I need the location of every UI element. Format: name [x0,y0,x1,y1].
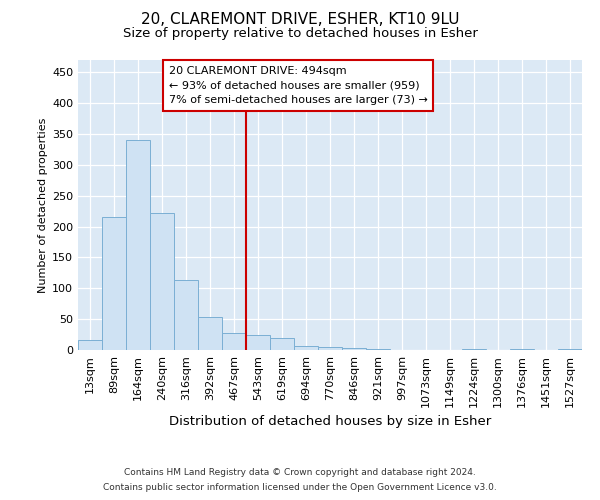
Bar [294,346,318,350]
Bar [150,213,174,350]
Bar [342,348,366,350]
Bar [198,318,222,350]
Text: 20 CLAREMONT DRIVE: 494sqm
← 93% of detached houses are smaller (959)
7% of semi: 20 CLAREMONT DRIVE: 494sqm ← 93% of deta… [169,66,428,106]
Bar [174,280,198,350]
Text: 20, CLAREMONT DRIVE, ESHER, KT10 9LU: 20, CLAREMONT DRIVE, ESHER, KT10 9LU [141,12,459,28]
Bar [246,334,270,350]
Bar [270,338,294,350]
Bar [102,218,126,350]
Bar [510,349,534,350]
Bar [222,334,246,350]
Bar [126,140,150,350]
Bar [78,340,102,350]
Bar [318,347,342,350]
Bar [366,349,390,350]
X-axis label: Distribution of detached houses by size in Esher: Distribution of detached houses by size … [169,416,491,428]
Text: Size of property relative to detached houses in Esher: Size of property relative to detached ho… [122,28,478,40]
Bar [558,349,582,350]
Y-axis label: Number of detached properties: Number of detached properties [38,118,48,292]
Bar [462,349,486,350]
Text: Contains public sector information licensed under the Open Government Licence v3: Contains public sector information licen… [103,483,497,492]
Text: Contains HM Land Registry data © Crown copyright and database right 2024.: Contains HM Land Registry data © Crown c… [124,468,476,477]
